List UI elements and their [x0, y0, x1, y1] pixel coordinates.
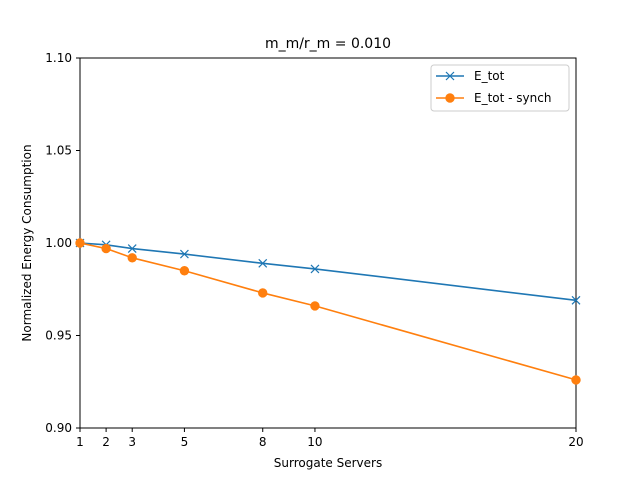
- x-axis: 1 2 3 5 8 10 20: [76, 428, 584, 449]
- series-layer: [75, 238, 581, 385]
- data-point: [75, 238, 85, 248]
- legend-swatch-marker: [445, 93, 455, 103]
- legend: E_tot E_tot - synch: [430, 64, 570, 112]
- y-axis-label: Normalized Energy Consumption: [20, 144, 34, 341]
- y-tick-label: 1.05: [45, 144, 72, 158]
- data-point: [571, 375, 581, 385]
- y-tick-label: 1.00: [45, 236, 72, 250]
- x-tick-label: 3: [128, 435, 136, 449]
- legend-swatch-marker: [445, 71, 455, 81]
- plot-area: [79, 57, 577, 429]
- data-point: [571, 295, 581, 305]
- axes-frame: [79, 57, 577, 429]
- data-point: [127, 244, 137, 253]
- legend-item: E_tot - synch: [436, 91, 551, 105]
- legend-label: E_tot - synch: [474, 91, 551, 105]
- legend-box: [430, 64, 570, 112]
- series-1: [75, 238, 581, 305]
- series-line: [79, 242, 577, 302]
- legend-label: E_tot: [474, 69, 505, 83]
- x-tick-label: 10: [307, 435, 322, 449]
- data-point: [179, 249, 189, 259]
- x-tick-label: 20: [568, 435, 583, 449]
- legend-item: E_tot: [436, 69, 505, 83]
- x-tick-label: 2: [102, 435, 110, 449]
- chart-title: m_m/r_m = 0.010: [265, 36, 391, 52]
- data-point: [258, 288, 268, 298]
- x-tick-label: 8: [259, 435, 267, 449]
- data-point: [310, 301, 320, 311]
- data-point: [179, 266, 190, 276]
- x-tick-label: 5: [181, 435, 189, 449]
- data-point: [101, 243, 111, 254]
- x-tick-label: 1: [76, 435, 84, 449]
- y-axis: 0.90 0.95 1.00 1.05 1.10: [45, 51, 80, 435]
- y-tick-label: 0.90: [45, 421, 72, 435]
- y-tick-label: 0.95: [45, 329, 72, 343]
- series-2: [75, 238, 581, 385]
- y-tick-label: 1.10: [45, 51, 72, 65]
- x-axis-label: Surrogate Servers: [274, 456, 382, 470]
- data-point: [127, 253, 137, 263]
- data-point: [310, 264, 320, 274]
- data-point: [258, 258, 268, 268]
- series-line: [79, 242, 577, 381]
